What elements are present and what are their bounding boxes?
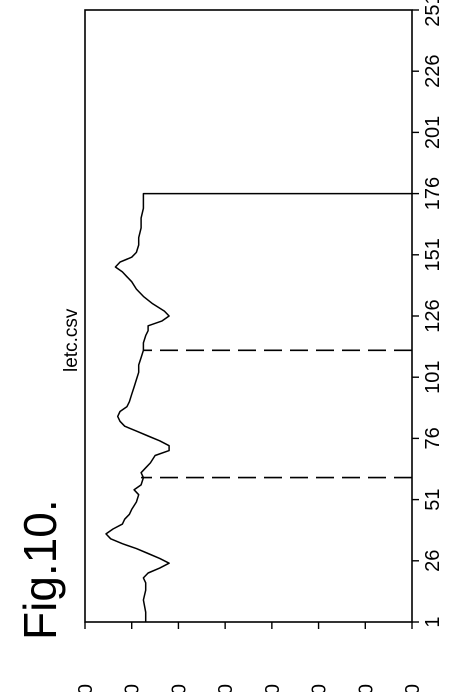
x-tick-label: 51 [422, 488, 444, 510]
y-tick-label: 40 [309, 684, 331, 692]
y-tick-label: 80 [215, 684, 237, 692]
x-tick-label: 101 [422, 361, 444, 394]
x-tick-label: 126 [422, 299, 444, 332]
x-tick-label: 226 [422, 55, 444, 88]
x-tick-label: 26 [422, 550, 444, 572]
x-tick-label: 176 [422, 177, 444, 210]
plot-frame [84, 9, 413, 623]
x-tick-label: 151 [422, 238, 444, 271]
plot-area: 0204060801001201401265176101126151176201… [75, 0, 444, 692]
y-tick-label: 60 [262, 684, 284, 692]
x-tick-label: 251 [422, 0, 444, 27]
x-tick-label: 76 [422, 427, 444, 449]
x-tick-label: 201 [422, 116, 444, 149]
y-tick-label: 20 [355, 684, 377, 692]
figure-label: Fig.10. [14, 499, 66, 640]
x-tick-label: 1 [422, 616, 444, 627]
series-line [105, 192, 412, 622]
y-tick-label: 140 [75, 684, 97, 692]
y-tick-label: 120 [122, 684, 144, 692]
y-tick-label: 0 [402, 684, 424, 692]
y-tick-label: 100 [168, 684, 190, 692]
chart-title: letc.csv [61, 308, 82, 372]
